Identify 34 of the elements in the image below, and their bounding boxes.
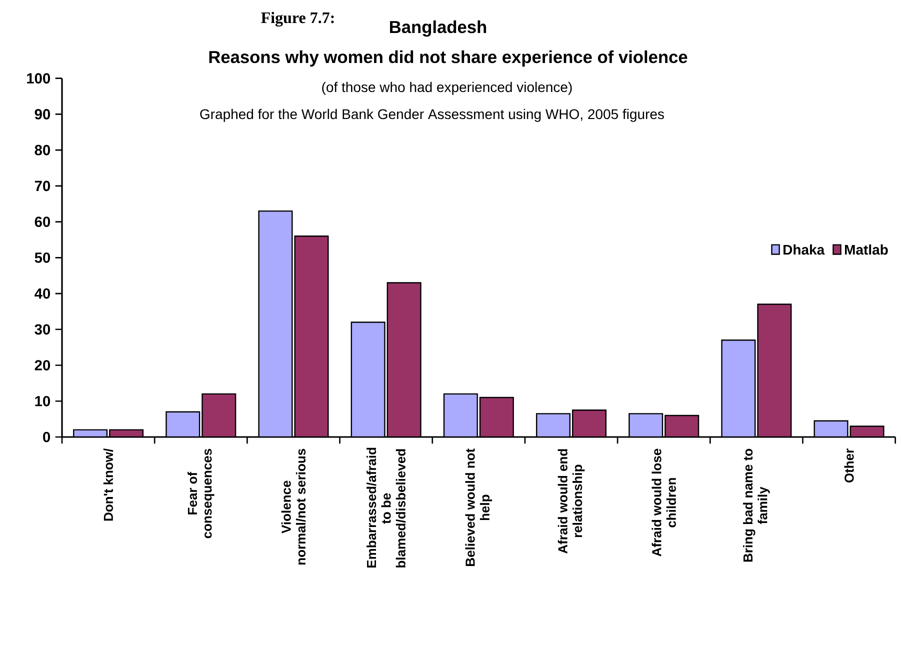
x-tick-label: Don't know/ xyxy=(103,448,114,521)
bar xyxy=(443,393,478,437)
chart-subtitle: Reasons why women did not share experience of violence xyxy=(209,50,688,67)
legend-label: Dhaka xyxy=(784,244,825,255)
y-tick-label: 100 xyxy=(27,73,50,84)
y-tick-label: 10 xyxy=(35,396,50,406)
legend-label: Matlab xyxy=(844,244,888,255)
x-tick-label: Violence normal/not serious xyxy=(281,448,306,565)
x-tick-label: Fear of consequences xyxy=(187,448,214,538)
y-tick-label: 80 xyxy=(34,144,50,156)
bar xyxy=(536,413,571,437)
bar xyxy=(258,210,293,437)
caption: Figure 7.7: xyxy=(261,12,334,27)
annotation: (of those who had experienced violence) xyxy=(322,82,572,95)
bar xyxy=(350,322,386,437)
y-tick-label: 20 xyxy=(34,360,50,370)
annotation: Graphed for the World Bank Gender Assessment using WHO, 2005 figures xyxy=(200,108,664,122)
y-tick-label: 40 xyxy=(34,288,50,299)
x-tick-label: Bring bad name to family xyxy=(743,448,770,562)
y-tick-label: 90 xyxy=(34,109,50,120)
y-tick-label: 0 xyxy=(43,432,50,442)
bar xyxy=(166,411,200,437)
y-tick-label: 60 xyxy=(34,216,50,227)
y-tick-label: 30 xyxy=(34,324,50,335)
x-tick-label: Believed would not help xyxy=(465,448,492,566)
x-tick-label: Afraid would end relationship xyxy=(558,449,585,554)
x-tick-label: Afraid would lose children xyxy=(652,448,676,556)
chart-title: Bangladesh xyxy=(390,20,486,37)
bar xyxy=(721,340,756,437)
x-tick-label: Other xyxy=(844,448,854,482)
bar xyxy=(628,413,664,437)
y-tick-label: 50 xyxy=(34,252,50,263)
x-tick-label: Embarrassed/afraid to be blamed/disbelieved xyxy=(366,448,406,568)
y-tick-label: 70 xyxy=(34,180,50,192)
